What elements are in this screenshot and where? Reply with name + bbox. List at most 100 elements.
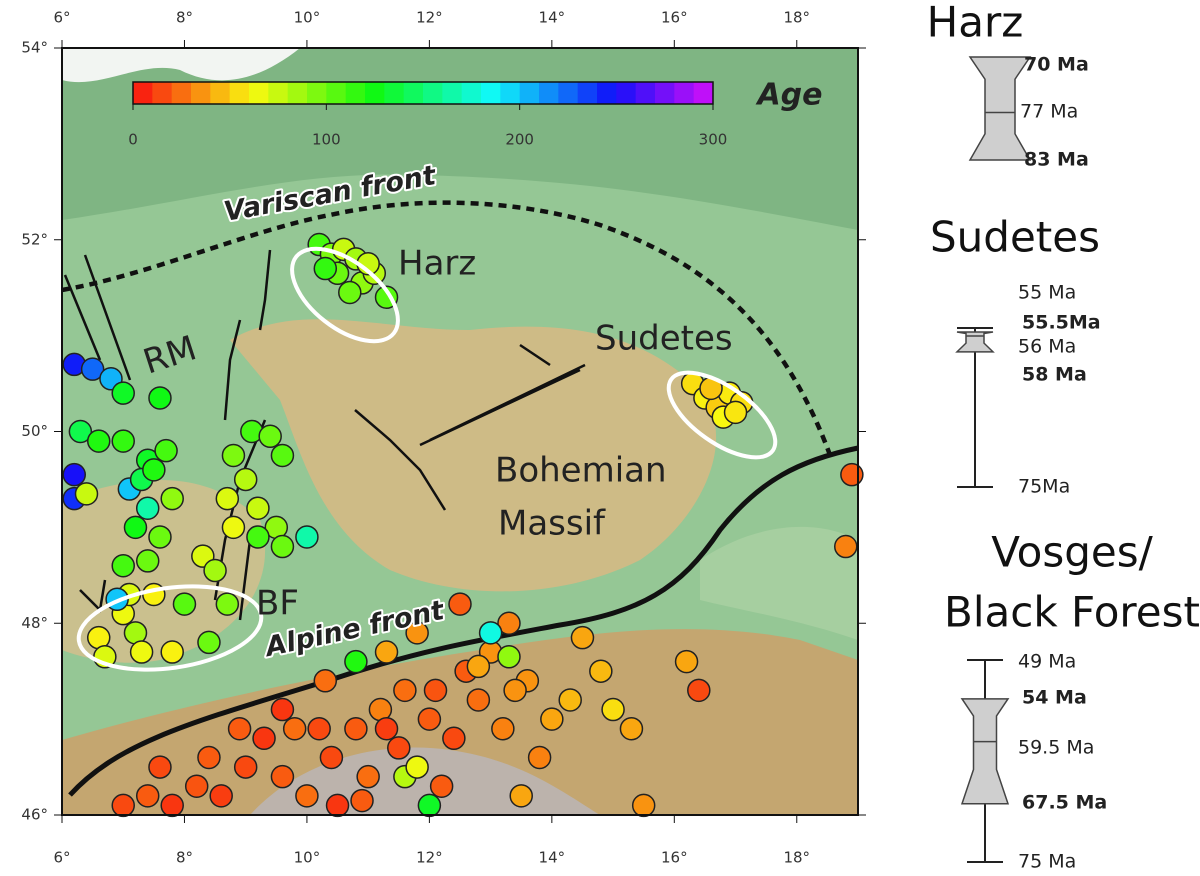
age-point [387, 736, 411, 760]
age-point [148, 525, 172, 549]
panel-title: Vosges/ [991, 528, 1153, 577]
age-point [619, 716, 644, 741]
colorbar-segment [674, 82, 695, 104]
age-point [148, 755, 172, 779]
variscan-front-line [61, 200, 833, 456]
age-point [227, 716, 252, 741]
age-point [111, 553, 135, 578]
colorbar-segment [442, 82, 463, 104]
notched-box [968, 56, 1032, 161]
age-point [442, 726, 466, 751]
age-point [282, 716, 307, 741]
colorbar-segment [287, 82, 308, 104]
sudetes-label: Sudetes [595, 319, 733, 359]
age-point [527, 745, 552, 770]
colorbar-segment [597, 82, 617, 104]
age-point [270, 697, 295, 722]
fault-lines [63, 249, 586, 621]
sudetes-ellipse [666, 370, 778, 460]
age-point [393, 678, 417, 703]
age-point [295, 525, 319, 549]
age-point [417, 793, 442, 818]
age-point [674, 649, 699, 674]
lat-tick-label: 52° [21, 230, 48, 248]
age-point [111, 793, 135, 818]
age-point [319, 745, 344, 770]
age-point [338, 280, 362, 305]
age-points [62, 232, 864, 818]
colorbar-segment [616, 82, 637, 104]
age-point [270, 764, 295, 789]
age-point [270, 443, 295, 468]
age-point [478, 621, 503, 645]
age-point [123, 515, 148, 540]
alps [62, 629, 858, 815]
colorbar-segment [539, 82, 559, 104]
age-point [233, 467, 258, 492]
age-point [246, 496, 270, 520]
stat-label: 58 Ma [1022, 364, 1087, 386]
harz-label: Harz [398, 244, 476, 284]
age-point [503, 678, 527, 703]
age-point [129, 640, 154, 664]
colorbar-segment [326, 82, 347, 104]
colorbar-segment [519, 82, 540, 104]
age-point [325, 793, 350, 818]
age-point [834, 534, 858, 559]
age-point [840, 462, 864, 487]
colorbar-segment [210, 82, 231, 104]
colorbar-segment [481, 82, 501, 104]
age-point [160, 486, 184, 511]
age-point [497, 611, 521, 635]
stat-label: 67.5 Ma [1022, 792, 1107, 814]
colorbar-segment [229, 82, 250, 104]
age-point [246, 525, 270, 549]
stat-label: 55 Ma [1018, 282, 1076, 304]
age-point [344, 649, 368, 674]
age-point [423, 678, 448, 703]
colorbar-tick-label: 300 [699, 131, 728, 149]
age-point [62, 462, 86, 487]
lon-tick-label: 14° [539, 9, 566, 27]
age-point [135, 496, 160, 520]
stat-label: 56 Ma [1018, 336, 1076, 358]
lon-tick-label: 18° [783, 9, 810, 27]
age-point [154, 438, 178, 463]
colorbar-segment [693, 82, 714, 104]
lon-tick-label: 6° [53, 9, 70, 27]
colorbar-segment [191, 82, 211, 104]
age-point [258, 424, 282, 449]
colorbar-segment [635, 82, 656, 104]
age-point [570, 625, 595, 650]
alpine-front-line [68, 445, 859, 797]
age-point [233, 755, 258, 779]
age-point [270, 534, 295, 559]
age-point [344, 716, 368, 741]
age-point [68, 419, 93, 444]
age-point [313, 669, 338, 693]
harz-ellipse [290, 246, 400, 344]
age-point [86, 429, 111, 453]
stat-label: 70 Ma [1024, 54, 1089, 76]
colorbar-segment [384, 82, 405, 104]
colorbar-tick-label: 0 [128, 131, 138, 149]
age-point [74, 482, 99, 506]
colorbar-segment [307, 82, 327, 104]
age-point [417, 707, 442, 731]
sea [62, 48, 300, 83]
age-point [135, 784, 160, 808]
age-point [687, 678, 711, 703]
colorbar-segment [249, 82, 269, 104]
age-point [148, 386, 172, 410]
lon-tick-label: 10° [294, 9, 321, 27]
panel-title: Sudetes [930, 213, 1100, 262]
lat-tick-label: 46° [21, 806, 48, 824]
colorbar-segment [655, 82, 675, 104]
massif-label: Massif [498, 504, 606, 544]
colorbar-segment [577, 82, 598, 104]
age-point [160, 640, 184, 664]
colorbar-segment [152, 82, 173, 104]
stat-label: 75 Ma [1018, 851, 1076, 873]
age-point [405, 621, 429, 645]
